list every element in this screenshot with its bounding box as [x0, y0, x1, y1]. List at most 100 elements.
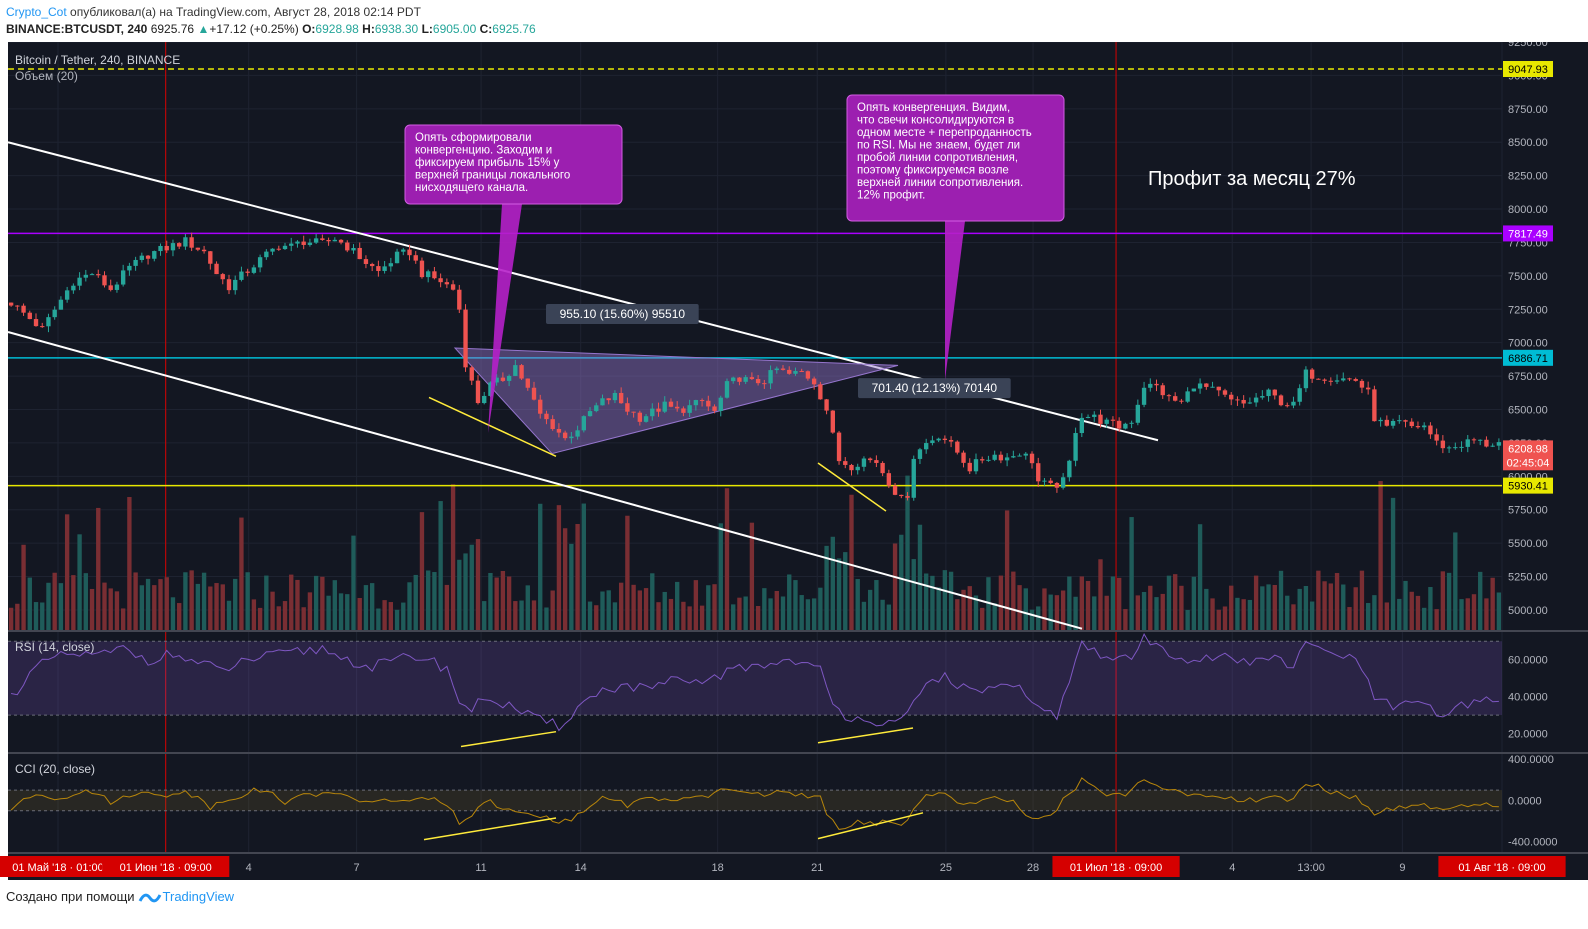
candle-body: [457, 289, 462, 310]
volume-bar: [1453, 532, 1458, 630]
candle-body: [463, 309, 468, 368]
volume-bar: [295, 579, 300, 630]
candle-body: [625, 403, 630, 412]
volume-bar: [1496, 592, 1502, 630]
volume-bar: [1253, 575, 1259, 630]
volume-bar: [1011, 571, 1016, 630]
candle-body: [1496, 442, 1502, 446]
price-tick-label: 5250.00: [1508, 572, 1548, 584]
candle-body: [948, 439, 954, 442]
candle-body: [1253, 397, 1259, 403]
volume-bar: [1216, 609, 1221, 630]
volume-bar: [1278, 570, 1284, 630]
candle-body: [1185, 391, 1190, 402]
candle-body: [1160, 385, 1165, 396]
volume-bar: [195, 583, 201, 630]
volume-bar: [332, 580, 337, 630]
volume-bar: [1048, 594, 1053, 630]
candle-body: [992, 454, 997, 460]
candle-body: [980, 459, 985, 461]
candle-body: [618, 392, 624, 404]
candle-body: [1434, 434, 1439, 441]
open-value: 6928.98: [315, 22, 359, 36]
volume-bar: [1110, 576, 1116, 630]
trading-chart[interactable]: 9250.009000.008750.008500.008250.008000.…: [0, 42, 1588, 882]
volume-bar: [419, 512, 425, 630]
volume-bar: [289, 574, 294, 630]
candle-body: [1079, 417, 1084, 434]
volume-bar: [114, 591, 120, 630]
volume-bar: [1104, 595, 1109, 630]
candle-body: [183, 237, 188, 247]
cci-line: [10, 777, 1499, 830]
candle-body: [1222, 390, 1228, 395]
volume-bar: [102, 582, 107, 630]
author-link[interactable]: Crypto_Cot: [6, 5, 67, 19]
candle-body: [1359, 380, 1365, 388]
volume-bar: [1148, 585, 1153, 630]
candle-body: [89, 274, 95, 276]
time-label-highlight: [102, 856, 230, 877]
candle-body: [1322, 379, 1327, 381]
volume-bar: [1285, 595, 1290, 630]
volume-bar: [40, 602, 45, 630]
price-tick-label: 5500.00: [1508, 538, 1548, 550]
volume-bar: [650, 573, 655, 630]
time-label-highlight: [0, 856, 122, 877]
volume-bar: [164, 577, 169, 630]
cci-pane-title: CCI (20, close): [15, 762, 95, 776]
time-tick-label: 11: [475, 862, 486, 874]
volume-bar: [58, 583, 64, 630]
volume-bar: [401, 602, 406, 630]
candle-body: [33, 319, 39, 327]
candle-body: [189, 237, 194, 248]
candle-body: [581, 416, 586, 431]
volume-bar: [1260, 586, 1265, 630]
volume-bar: [631, 584, 636, 630]
candle-body: [1073, 433, 1078, 461]
candle-body: [780, 368, 786, 370]
price-axis-label: 9047.93: [1508, 64, 1548, 76]
candle-body: [693, 400, 699, 406]
candle-body: [1378, 419, 1383, 422]
candle-body: [257, 257, 263, 268]
candle-body: [1017, 455, 1022, 457]
candle-body: [712, 406, 717, 411]
tradingview-link[interactable]: TradingView: [162, 889, 235, 904]
time-tick-label: 13:00: [1297, 862, 1325, 874]
volume-bar: [618, 582, 624, 630]
candle-body: [102, 275, 107, 286]
candle-body: [1085, 416, 1091, 418]
volume-bar: [556, 505, 562, 630]
callout-box: [846, 94, 1065, 222]
candle-body: [743, 377, 748, 382]
volume-bar: [1166, 575, 1172, 630]
price-divergence-line: [817, 462, 887, 512]
candle-body: [818, 384, 823, 400]
candle-body: [699, 400, 705, 402]
volume-bar: [1484, 598, 1489, 630]
volume-bar: [1173, 574, 1178, 630]
cci-tick-label: -400.0000: [1508, 837, 1558, 849]
volume-bar: [861, 601, 867, 630]
candle-body: [1409, 421, 1414, 427]
volume-bar: [89, 588, 95, 630]
candle-body: [1166, 395, 1172, 397]
candle-body: [550, 419, 555, 429]
volume-pane-title: Объем (20): [15, 69, 78, 83]
candle-body: [345, 242, 350, 251]
measure-label: 955.10 (15.60%) 95510: [560, 307, 686, 321]
candle-body: [718, 397, 723, 411]
candle-body: [849, 464, 854, 471]
volume-bar: [768, 598, 773, 630]
candle-body: [444, 282, 450, 285]
publish-header: Crypto_Cot опубликовал(а) на TradingView…: [6, 5, 421, 19]
volume-bar: [1459, 599, 1464, 630]
volume-bar: [1353, 587, 1358, 630]
candle-body: [96, 274, 101, 276]
candle-body: [830, 410, 835, 433]
volume-bar: [1303, 585, 1309, 630]
candle-body: [905, 496, 910, 498]
volume-bar: [830, 536, 835, 630]
candle-body: [1428, 425, 1433, 435]
